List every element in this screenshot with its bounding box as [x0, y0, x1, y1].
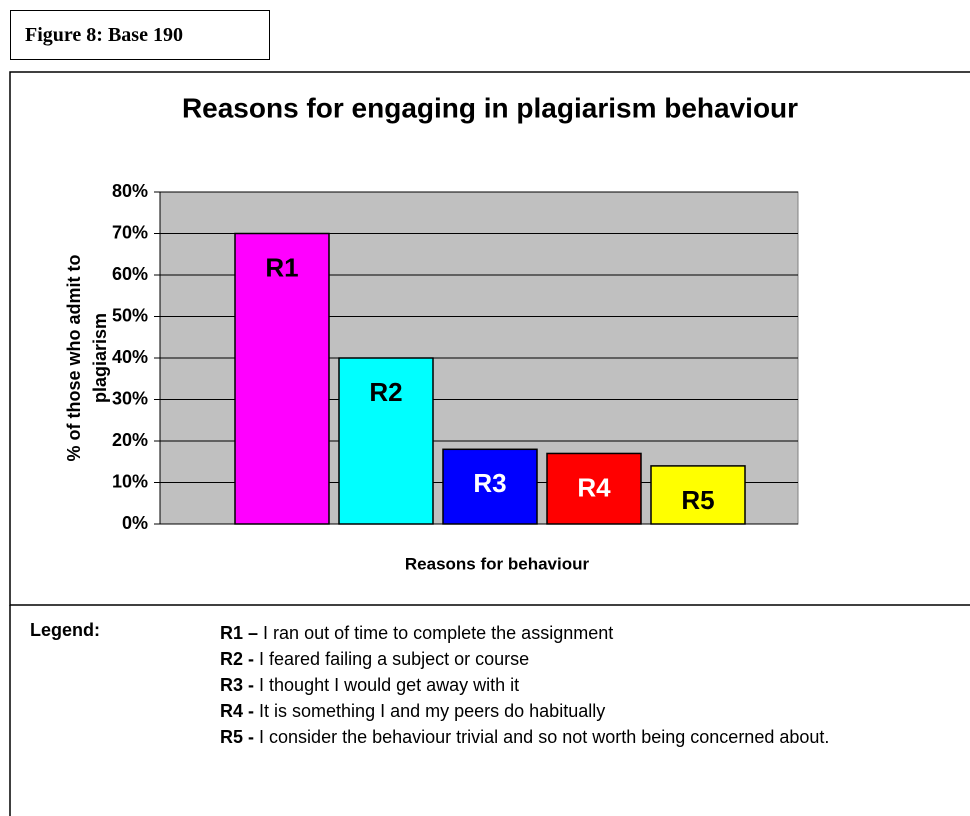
legend-item: R4 - It is something I and my peers do h… [220, 698, 880, 724]
bar [650, 465, 746, 525]
bar-label: R3 [473, 468, 506, 498]
y-axis-label-line: plagiarism [90, 313, 110, 403]
y-tick-label: 10% [112, 471, 148, 491]
bar-label: R5 [681, 485, 714, 515]
figure-label: Figure 8: Base 190 [10, 10, 270, 60]
bar-label: R4 [577, 472, 611, 502]
bar-label: R1 [265, 252, 298, 282]
legend-key: R3 - [220, 675, 255, 695]
x-axis-label: Reasons for behaviour [405, 554, 590, 573]
y-tick-label: 80% [112, 181, 148, 201]
legend-item: R5 - I consider the behaviour trivial an… [220, 724, 880, 750]
chart-frame [9, 71, 970, 606]
y-tick-label: 30% [112, 388, 148, 408]
legend-item: R3 - I thought I would get away with it [220, 672, 880, 698]
legend-text: I ran out of time to complete the assign… [263, 623, 614, 643]
legend-text: I consider the behaviour trivial and so … [259, 727, 830, 747]
y-tick-label: 70% [112, 222, 148, 242]
legend: R1 – I ran out of time to complete the a… [220, 620, 880, 750]
bar [546, 452, 642, 525]
bar-label: R2 [369, 377, 402, 407]
legend-title: Legend: [30, 620, 100, 640]
bar [234, 232, 330, 525]
legend-text: I thought I would get away with it [259, 675, 520, 695]
y-axis-label-line: % of those who admit to [64, 255, 84, 462]
y-tick-label: 40% [112, 347, 148, 367]
legend-key: R4 - [220, 701, 255, 721]
bar [442, 448, 538, 525]
legend-key: R2 - [220, 649, 255, 669]
bar [338, 357, 434, 525]
legend-text: I feared failing a subject or course [259, 649, 530, 669]
chart-title: Reasons for engaging in plagiarism behav… [182, 92, 798, 123]
y-tick-label: 50% [112, 305, 148, 325]
legend-item: R1 – I ran out of time to complete the a… [220, 620, 880, 646]
legend-item: R2 - I feared failing a subject or cours… [220, 646, 880, 672]
legend-key: R5 - [220, 727, 255, 747]
legend-text: It is something I and my peers do habitu… [259, 701, 606, 721]
y-tick-label: 20% [112, 430, 148, 450]
y-tick-label: 60% [112, 264, 148, 284]
legend-key: R1 – [220, 623, 259, 643]
y-tick-label: 0% [122, 513, 148, 533]
y-axis-label: % of those who admit to plagiarism [64, 255, 110, 462]
